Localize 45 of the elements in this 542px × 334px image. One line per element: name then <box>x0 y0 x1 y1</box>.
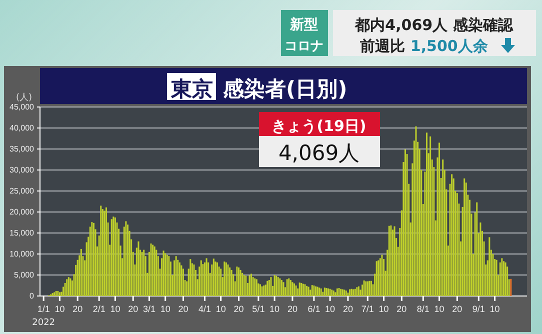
text: 2022 <box>32 318 56 328</box>
x-tick-label: 9/1 <box>472 304 485 314</box>
x-tick-label: 10 <box>160 304 170 314</box>
x-tick-label: 7/1 <box>361 304 374 314</box>
x-tick-label: 20 <box>452 304 462 314</box>
y-axis-title: (人) <box>16 92 32 103</box>
x-tick-label: 10 <box>490 304 500 314</box>
x-tick-label: 20 <box>342 304 353 314</box>
x-tick-label: 20 <box>234 304 244 314</box>
text: 新型 <box>289 16 318 33</box>
y-tick-label: 25,000 <box>10 186 35 196</box>
x-tick-label: 20 <box>396 304 407 314</box>
text: 前週比 1,500人余 <box>359 37 489 55</box>
x-tick-label: 6/1 <box>308 304 320 314</box>
y-tick-label: 10,000 <box>10 250 35 259</box>
x-tick-label: 10 <box>216 304 226 314</box>
x-tick-label: 10 <box>270 304 280 314</box>
y-tick-label: 15,000 <box>10 228 35 238</box>
x-tick-label: 3/1 <box>142 304 156 314</box>
x-tick-label: 20 <box>287 304 298 314</box>
x-tick-label: 10 <box>378 304 389 314</box>
y-tick-label: 5,000 <box>14 270 35 280</box>
y-tick-label: 45,000 <box>10 102 35 112</box>
x-tick-label: 1/1 <box>37 304 50 314</box>
y-tick-label: 30,000 <box>10 166 35 175</box>
text: コロナ <box>284 39 324 54</box>
chart-title: 東京 感染者(日別) <box>170 77 348 101</box>
x-tick-label: 5/1 <box>252 304 265 314</box>
y-tick-label: 40,000 <box>10 124 35 133</box>
y-tick-label: 0 <box>30 292 35 301</box>
annotation: きょう(19日) <box>272 117 366 135</box>
x-tick-label: 20 <box>128 304 138 314</box>
x-tick-label: 10 <box>434 304 444 314</box>
text: 都内4,069人 感染確認 <box>354 16 514 34</box>
x-tick-label: 10 <box>110 304 120 314</box>
y-tick-label: 35,000 <box>10 144 35 154</box>
y-tick-label: 20,000 <box>10 208 35 217</box>
annotation: 4,069人 <box>278 141 360 165</box>
x-tick-label: 10 <box>325 304 336 314</box>
x-tick-label: 4/1 <box>198 304 211 314</box>
x-tick-label: 10 <box>54 304 65 314</box>
x-tick-label: 2/1 <box>92 304 106 314</box>
x-tick-label: 20 <box>72 304 83 314</box>
x-tick-label: 8/1 <box>416 304 430 314</box>
x-tick-label: 20 <box>178 304 188 314</box>
